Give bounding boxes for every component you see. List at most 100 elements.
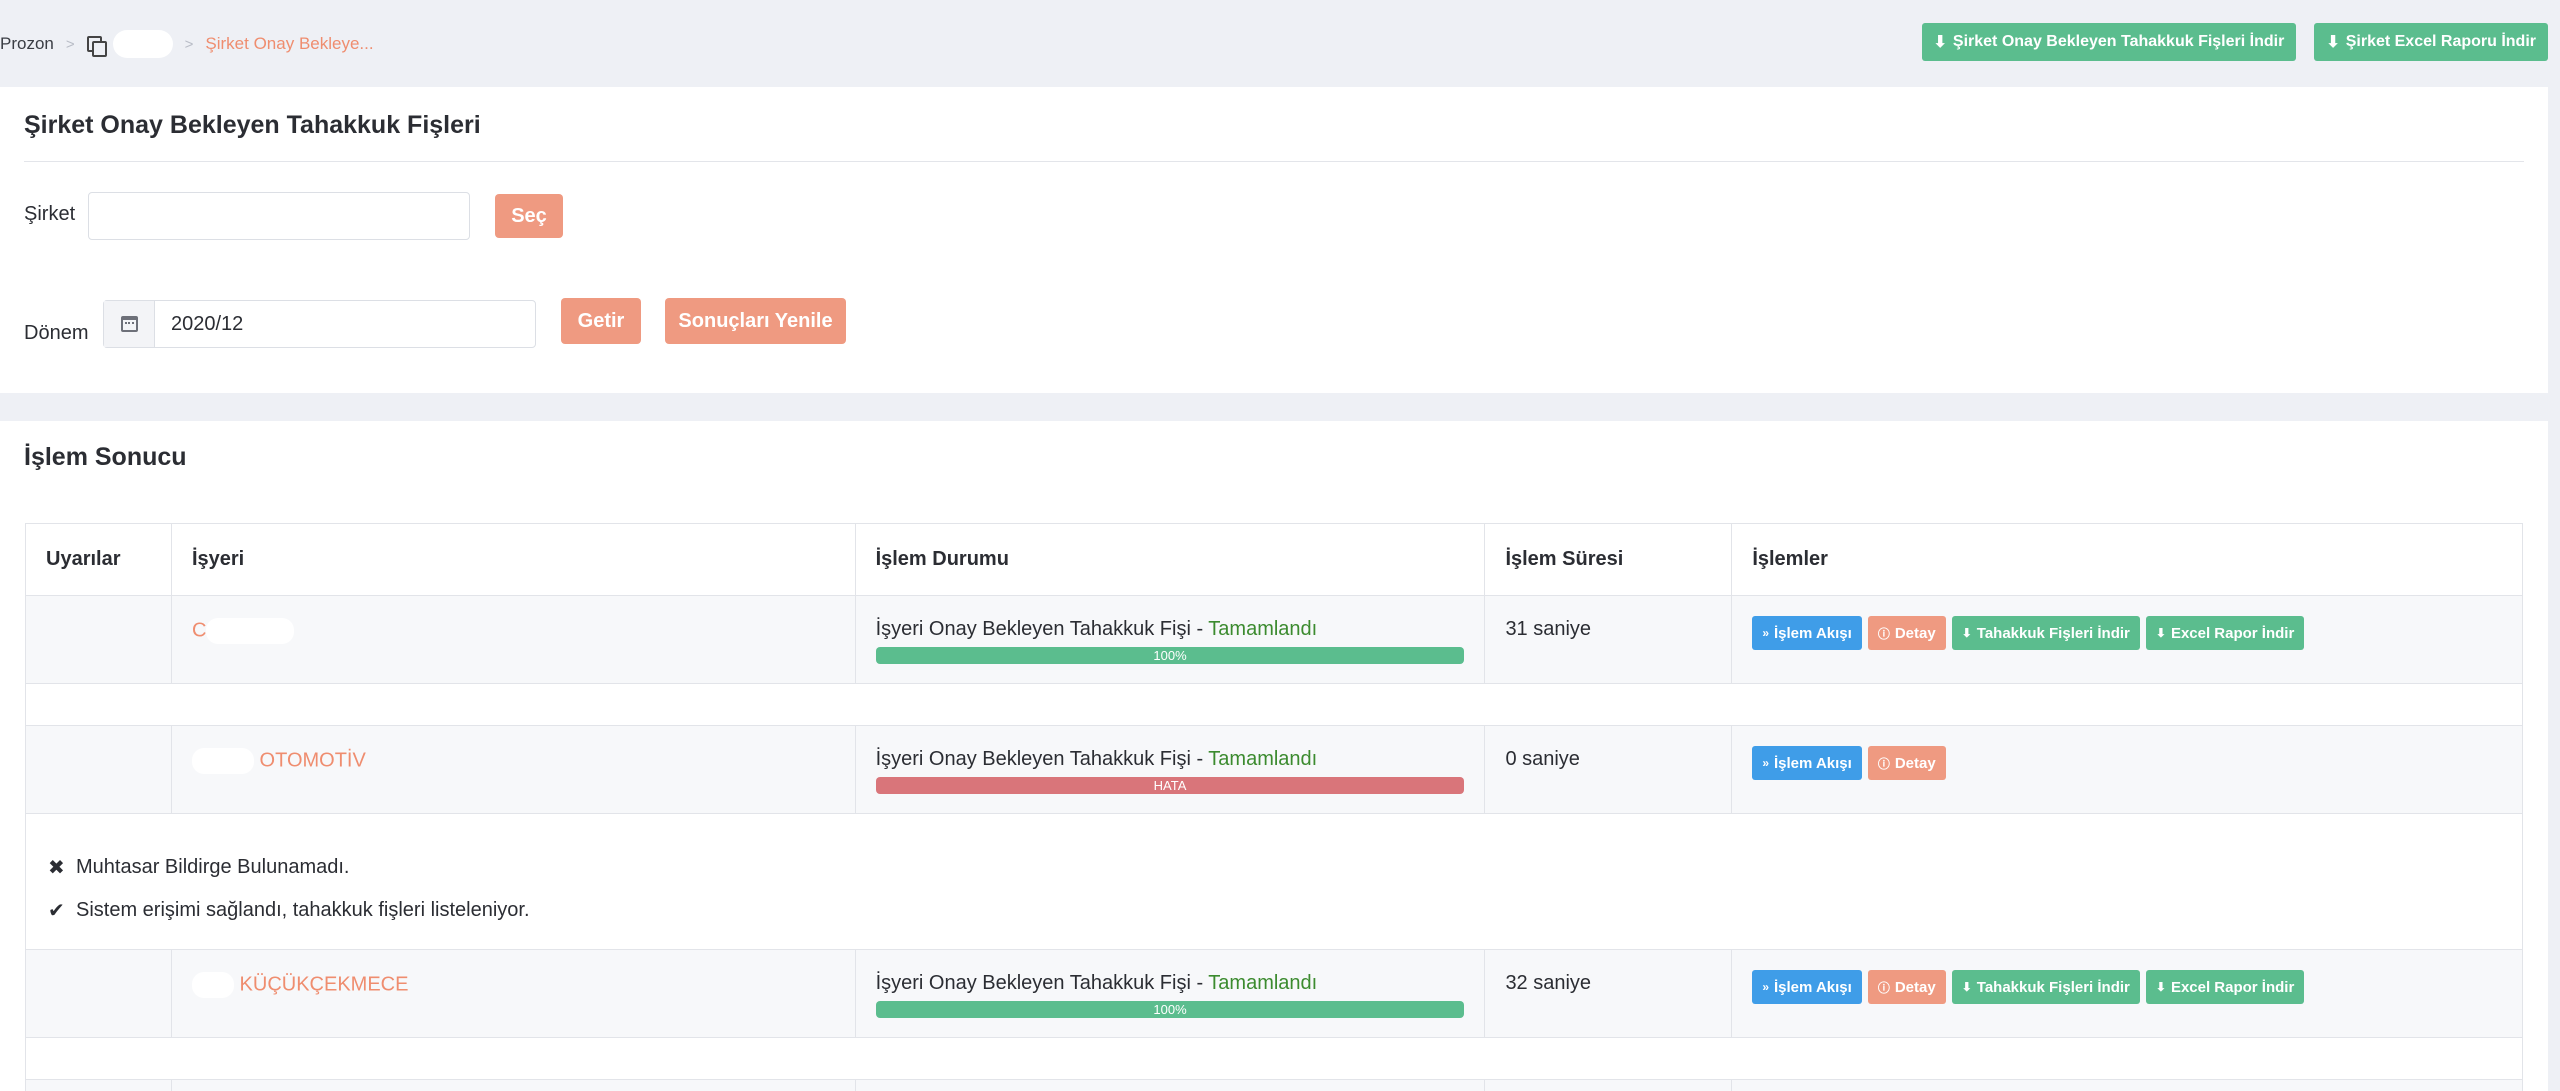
results-table: Uyarılar İşyeri İşlem Durumu İşlem Süres… — [25, 523, 2523, 1091]
status-prefix: İşyeri Onay Bekleyen Tahakkuk Fişi - — [875, 972, 1209, 994]
download-icon: ⬇ — [2326, 34, 2340, 51]
fetch-button[interactable]: Getir — [561, 298, 641, 344]
detail-label: Detay — [1894, 754, 1936, 772]
chevron-double-down-icon: » — [1762, 756, 1769, 770]
detail-row-messages: ✖ Muhtasar Bildirge Bulunamadı. ✔ Sistem… — [25, 813, 2523, 950]
process-flow-button[interactable]: » İşlem Akışı — [1752, 970, 1862, 1004]
detail-row-empty — [25, 683, 2523, 726]
download-icon: ⬇ — [2155, 980, 2166, 994]
filter-card: Şirket Onay Bekleyen Tahakkuk Fişleri Şi… — [0, 87, 2548, 393]
excel-report-button[interactable]: ⬇ Excel Rapor İndir — [2145, 616, 2305, 650]
actions-cell: » İşlem Akışı ⓘ Detay — [1731, 725, 2523, 814]
row-actions: » İşlem Akışı ⓘ Detay ⬇ Tahakkuk Fişleri İn… — [1752, 970, 2502, 1004]
breadcrumb-redacted[interactable] — [112, 30, 173, 58]
status-value: Tamamlandı — [1208, 618, 1318, 640]
refresh-results-button[interactable]: Sonuçları Yenile — [665, 298, 846, 344]
redacted-text — [191, 972, 234, 998]
table-row: C İşyeri Onay Bekleyen Tahakkuk Fişi - T… — [25, 595, 2523, 684]
chevron-double-down-icon: » — [1762, 980, 1769, 994]
status-text: İşyeri Onay Bekleyen Tahakkuk Fişi - Tam… — [876, 748, 1465, 771]
period-label: Dönem — [24, 322, 89, 344]
excel-report-label: Şirket Excel Raporu İndir — [2345, 33, 2536, 50]
download-company-fisleri-button[interactable]: ⬇ Şirket Onay Bekleyen Tahakkuk Fişleri … — [1921, 23, 2297, 61]
download-company-label: Şirket Onay Bekleyen Tahakkuk Fişleri İn… — [1952, 33, 2285, 50]
detail-button[interactable]: ⓘ Detay — [1867, 970, 1946, 1004]
success-message: ✔ Sistem erişimi sağlandı, tahakkuk fişl… — [48, 889, 2522, 932]
excel-report-button[interactable]: ⬇ Excel Rapor İndir — [2145, 970, 2305, 1004]
duration-cell: 0 saniye — [1484, 725, 1733, 814]
progress-bar: HATA — [875, 777, 1465, 794]
redacted-text — [206, 618, 295, 644]
status-prefix: İşyeri Onay Bekleyen Tahakkuk Fişi - — [875, 748, 1209, 770]
info-icon: ⓘ — [1877, 626, 1890, 641]
success-message-text: Sistem erişimi sağlandı, tahakkuk fişler… — [76, 899, 530, 921]
status-cell: İşyeri Onay Bekleyen Tahakkuk Fişi - Tam… — [854, 595, 1486, 684]
detail-button[interactable]: ⓘ Detay — [1867, 616, 1946, 650]
status-value: Tamamlandı — [1208, 748, 1318, 770]
breadcrumb-root[interactable]: Prozon — [0, 34, 54, 53]
download-fisleri-label: Tahakkuk Fişleri İndir — [1976, 978, 2130, 996]
status-prefix: İşyeri Onay Bekleyen Tahakkuk Fişi - — [875, 618, 1209, 640]
warnings-cell — [25, 725, 172, 814]
status-text: İşyeri Onay Bekleyen Tahakkuk Fişi - Tam… — [876, 972, 1465, 995]
process-flow-button[interactable]: » İşlem Akışı — [1752, 746, 1862, 780]
row-actions: » İşlem Akışı ⓘ Detay — [1752, 746, 2502, 780]
company-excel-report-button[interactable]: ⬇ Şirket Excel Raporu İndir — [2314, 23, 2548, 61]
status-value: Tamamlandı — [1208, 972, 1318, 994]
page-title: Şirket Onay Bekleyen Tahakkuk Fişleri — [24, 111, 481, 139]
download-icon: ⬇ — [1961, 980, 1972, 994]
chevron-double-down-icon: » — [1762, 626, 1769, 640]
excel-report-label: Excel Rapor İndir — [2170, 978, 2295, 996]
download-fisleri-button[interactable]: ⬇ Tahakkuk Fişleri İndir — [1951, 616, 2140, 650]
download-icon: ⬇ — [2155, 626, 2166, 640]
detail-button[interactable]: ⓘ Detay — [1867, 746, 1946, 780]
workplace-cell: OTOMOTİV — [170, 725, 856, 814]
process-flow-button[interactable]: » İşlem Akışı — [1752, 616, 1862, 650]
duration-cell: 31 saniye — [1484, 595, 1733, 684]
column-header-workplace: İşyeri — [170, 523, 856, 596]
download-fisleri-button[interactable]: ⬇ Tahakkuk Fişleri İndir — [1951, 970, 2140, 1004]
error-message: ✖ Muhtasar Bildirge Bulunamadı. — [48, 846, 2522, 889]
copy-icon[interactable] — [86, 35, 107, 57]
divider — [24, 161, 2524, 162]
table-row: KÜÇÜKÇEKMECE İşyeri Onay Bekleyen Tahakk… — [25, 949, 2523, 1038]
select-button[interactable]: Seç — [495, 194, 563, 238]
column-header-status: İşlem Durumu — [854, 523, 1486, 596]
calendar-icon — [120, 316, 138, 332]
table-row: OTOMOTİV İşyeri Onay Bekleyen Tahakkuk F… — [25, 725, 2523, 814]
calendar-addon[interactable] — [104, 301, 155, 347]
warnings-cell — [25, 595, 172, 684]
breadcrumb: Prozon > > Şirket Onay Bekleye... — [0, 30, 374, 58]
workplace-link[interactable]: OTOMOTİV — [259, 749, 366, 772]
column-header-duration: İşlem Süresi — [1484, 523, 1733, 596]
chevron-right-icon: > — [184, 35, 194, 53]
workplace-link[interactable]: C — [191, 619, 207, 642]
top-bar: Prozon > > Şirket Onay Bekleye... ⬇ Şirk… — [0, 0, 2560, 86]
breadcrumb-current: Şirket Onay Bekleye... — [205, 34, 374, 53]
check-icon: ✔ — [48, 900, 65, 922]
top-actions: ⬇ Şirket Onay Bekleyen Tahakkuk Fişleri … — [1921, 23, 2548, 61]
times-icon: ✖ — [48, 857, 65, 879]
excel-report-label: Excel Rapor İndir — [2170, 624, 2295, 642]
download-icon: ⬇ — [1933, 34, 1947, 51]
results-title: İşlem Sonucu — [24, 443, 187, 471]
redacted-text — [191, 748, 254, 774]
results-card: İşlem Sonucu Uyarılar İşyeri İşlem Durum… — [0, 421, 2548, 1091]
table-header-row: Uyarılar İşyeri İşlem Durumu İşlem Süres… — [25, 523, 2523, 596]
company-input[interactable] — [88, 192, 470, 240]
period-field[interactable]: 2020/12 — [103, 300, 536, 348]
actions-cell: » İşlem Akışı ⓘ Detay ⬇ Tahakkuk Fişleri İn… — [1731, 949, 2523, 1038]
status-text: İşyeri Onay Bekleyen Tahakkuk Fişi - Tam… — [876, 618, 1465, 641]
info-icon: ⓘ — [1877, 980, 1890, 995]
status-cell: İşyeri Onay Bekleyen Tahakkuk Fişi - Tam… — [854, 725, 1486, 814]
download-fisleri-label: Tahakkuk Fişleri İndir — [1976, 624, 2130, 642]
period-value[interactable]: 2020/12 — [171, 312, 244, 335]
column-header-actions: İşlemler — [1731, 523, 2523, 596]
workplace-link[interactable]: KÜÇÜKÇEKMECE — [239, 973, 409, 996]
workplace-cell: KÜÇÜKÇEKMECE — [170, 949, 856, 1038]
messages-cell: ✖ Muhtasar Bildirge Bulunamadı. ✔ Sistem… — [25, 813, 2523, 950]
detail-label: Detay — [1894, 978, 1936, 996]
progress-bar: 100% — [875, 647, 1465, 664]
detail-row-empty — [25, 1037, 2523, 1080]
duration-cell: 32 saniye — [1484, 949, 1733, 1038]
